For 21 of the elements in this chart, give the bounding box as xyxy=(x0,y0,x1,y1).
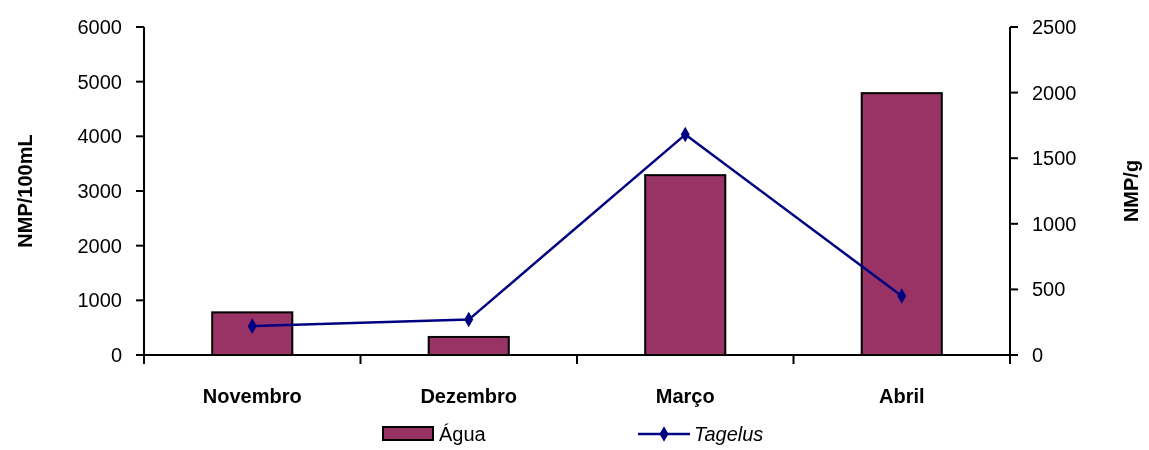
y-tick-label: 0 xyxy=(110,344,122,366)
y-tick-label: 6000 xyxy=(77,16,122,38)
y-axis-title: NMP/100mL xyxy=(14,134,36,248)
y2-tick-label: 1000 xyxy=(1032,212,1077,235)
y2-tick-label: 1500 xyxy=(1032,147,1077,170)
x-tick-label: Março xyxy=(655,385,715,407)
x-tick-label: Novembro xyxy=(202,385,302,407)
x-tick-label: Dezembro xyxy=(420,385,518,407)
y-tick-label: 1000 xyxy=(77,289,122,312)
y-tick-label: 3000 xyxy=(77,180,122,202)
y2-tick-label: 2000 xyxy=(1032,81,1077,104)
y2-tick-label: 500 xyxy=(1032,278,1066,301)
y2-axis-title: NMP/g xyxy=(1120,159,1142,223)
legend-label: Água xyxy=(439,423,487,445)
y-tick-label: 4000 xyxy=(77,125,122,148)
x-tick-label: Abril xyxy=(878,385,925,407)
y2-tick-label: 0 xyxy=(1032,344,1044,366)
y2-tick-label: 2500 xyxy=(1032,16,1077,38)
y-tick-label: 2000 xyxy=(77,234,122,257)
legend-label: Tagelus xyxy=(694,423,764,445)
y-tick-label: 5000 xyxy=(77,70,122,93)
